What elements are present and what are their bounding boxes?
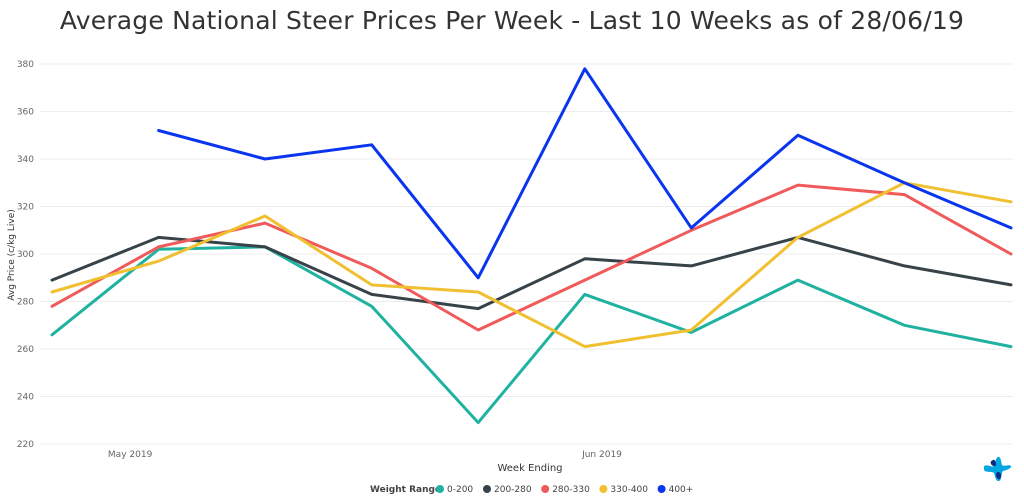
legend-item-0-200[interactable]: 0-200: [447, 485, 473, 495]
y-tick-label: 340: [17, 155, 34, 165]
legend: Weight Range 0-200 200-280 280-330 330-400 40…: [370, 485, 693, 495]
legend-item-200-280[interactable]: 200-280: [494, 485, 532, 495]
chart-title: Average National Steer Prices Per Week -…: [59, 6, 965, 35]
y-tick-label: 320: [17, 203, 34, 213]
x-tick-label: May 2019: [108, 450, 153, 460]
x-tick-label: Jun 2019: [581, 450, 622, 460]
legend-item-280-330[interactable]: 280-330: [552, 485, 590, 495]
series-line-330-400[interactable]: [50, 181, 1013, 349]
x-axis-ticks: May 2019 Jun 2019: [108, 450, 622, 460]
legend-item-330-400[interactable]: 330-400: [610, 485, 648, 495]
legend-marker: [657, 485, 666, 493]
y-tick-label: 280: [17, 298, 34, 308]
series-line-0-200[interactable]: [50, 245, 1013, 425]
y-axis-ticks: 220 240 260 280 300 320 340 360 380: [17, 60, 34, 450]
legend-marker: [541, 485, 550, 493]
legend-item-400+[interactable]: 400+: [669, 485, 694, 495]
series-line-280-330[interactable]: [50, 183, 1013, 332]
legend-marker: [483, 485, 491, 493]
y-tick-label: 240: [17, 393, 34, 403]
y-axis-label: Avg Price (c/kg Live): [7, 209, 17, 301]
y-tick-label: 380: [17, 60, 34, 70]
brand-logo-icon: [984, 456, 1012, 482]
y-tick-label: 220: [17, 440, 34, 450]
gridlines: [40, 63, 1013, 445]
legend-marker: [436, 485, 444, 493]
legend-title: Weight Range: [370, 485, 441, 495]
series-line-200-280[interactable]: [50, 235, 1013, 311]
x-axis-label: Week Ending: [497, 463, 562, 474]
series-lines: [50, 67, 1013, 425]
y-tick-label: 300: [17, 250, 34, 260]
y-tick-label: 360: [17, 108, 34, 118]
series-line-400+[interactable]: [157, 67, 1013, 280]
legend-marker: [599, 485, 608, 493]
y-tick-label: 260: [17, 345, 34, 355]
